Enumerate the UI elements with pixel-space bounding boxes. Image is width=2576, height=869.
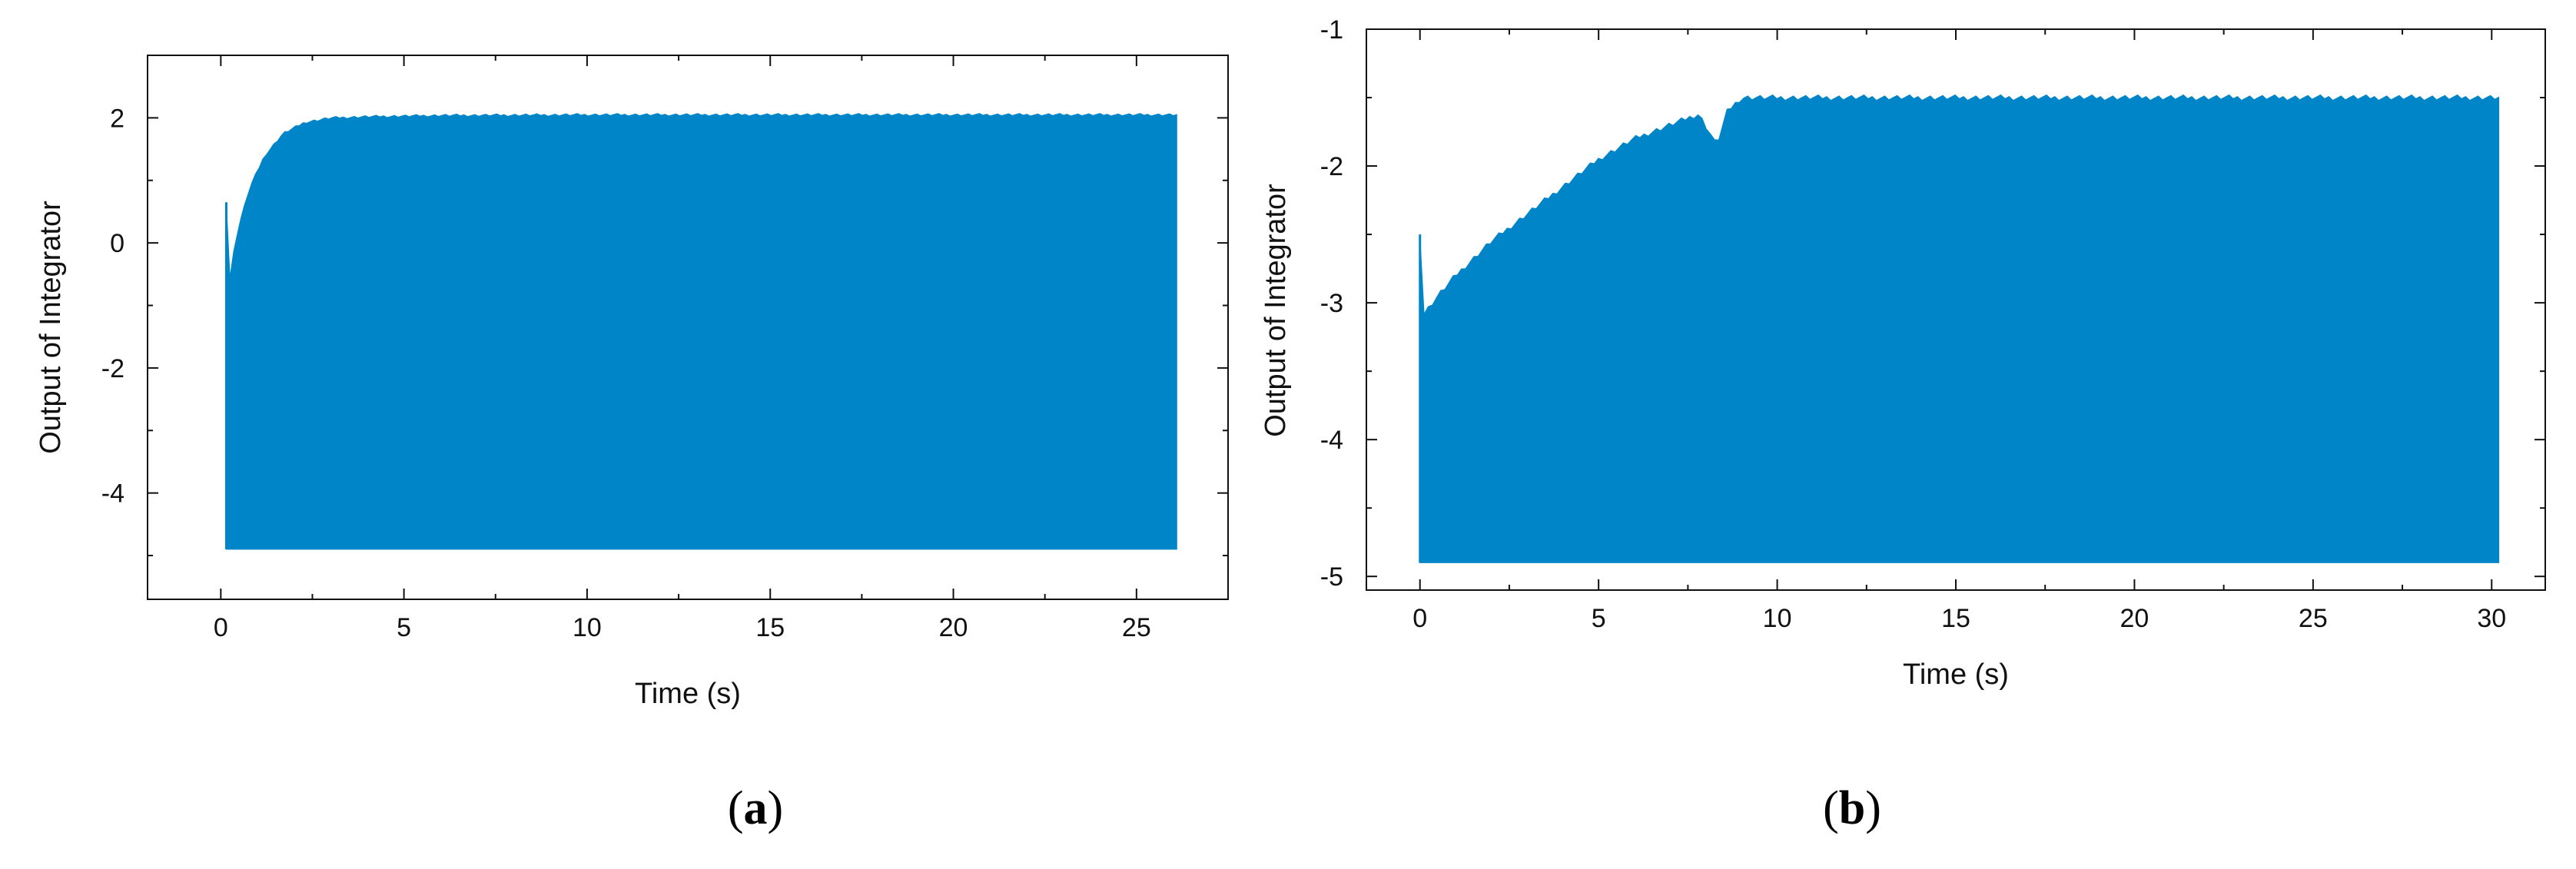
caption-a-letter: a [744, 782, 768, 834]
chart-b-x-axis-label: Time (s) [1903, 658, 2009, 691]
chart-panel-b: 0 5 10 15 20 25 30 -5 -4 -3 -2 -1 Time (s) Output o… [1260, 15, 2546, 691]
chart-b-x-tick-label: 0 [1412, 604, 1427, 633]
panel-caption-b: (b) [1823, 782, 1881, 834]
chart-b-y-tick-label: -4 [1320, 426, 1343, 455]
chart-a-x-tick-label: 25 [1122, 613, 1151, 642]
chart-b-x-tick-label: 5 [1592, 604, 1606, 633]
chart-a-ticks: 0 5 10 15 20 25 -4 -2 0 2 [101, 55, 1228, 642]
chart-b-y-tick-label: -2 [1320, 152, 1343, 181]
caption-a-close: ) [768, 782, 784, 834]
chart-b-x-tick-label: 10 [1763, 604, 1792, 633]
chart-b-y-tick-label: -1 [1320, 15, 1343, 45]
panel-caption-a: (a) [728, 782, 783, 834]
chart-a-y-tick-label: 0 [110, 229, 124, 258]
chart-a-y-tick-label: -2 [101, 354, 124, 383]
chart-a-series-band [226, 113, 1177, 550]
chart-a-y-tick-label: 2 [110, 104, 124, 133]
caption-b-letter: b [1839, 782, 1865, 834]
chart-b-y-tick-label: -3 [1320, 289, 1343, 318]
chart-a-x-tick-label: 20 [939, 613, 968, 642]
chart-b-x-tick-label: 25 [2299, 604, 2328, 633]
caption-b-close: ) [1865, 782, 1881, 834]
caption-a-open: ( [728, 782, 744, 834]
chart-a-x-tick-label: 15 [755, 613, 785, 642]
chart-b-x-tick-label: 30 [2477, 604, 2506, 633]
chart-a-plot-frame [147, 55, 1229, 600]
chart-b-data-layer [1419, 94, 2500, 563]
chart-b-x-tick-label: 15 [1941, 604, 1970, 633]
chart-a-x-axis-label: Time (s) [635, 678, 741, 710]
chart-a-x-tick-label: 0 [214, 613, 228, 642]
chart-b-y-tick-label: -5 [1320, 562, 1343, 592]
chart-b-series-band [1419, 94, 2500, 563]
chart-panel-a: 0 5 10 15 20 25 -4 -2 0 2 Time (s) Output of Inte… [35, 55, 1229, 710]
caption-b-open: ( [1823, 782, 1839, 834]
chart-a-y-tick-label: -4 [101, 479, 124, 509]
chart-b-ticks: 0 5 10 15 20 25 30 -5 -4 -3 -2 -1 [1320, 15, 2545, 633]
chart-b-y-axis-label: Output of Integrator [1260, 184, 1292, 437]
chart-a-data-layer [224, 113, 1177, 550]
chart-a-x-tick-label: 5 [397, 613, 411, 642]
chart-a-y-axis-label: Output of Integrator [35, 201, 67, 454]
chart-a-x-tick-label: 10 [573, 613, 602, 642]
chart-b-x-tick-label: 20 [2120, 604, 2149, 633]
